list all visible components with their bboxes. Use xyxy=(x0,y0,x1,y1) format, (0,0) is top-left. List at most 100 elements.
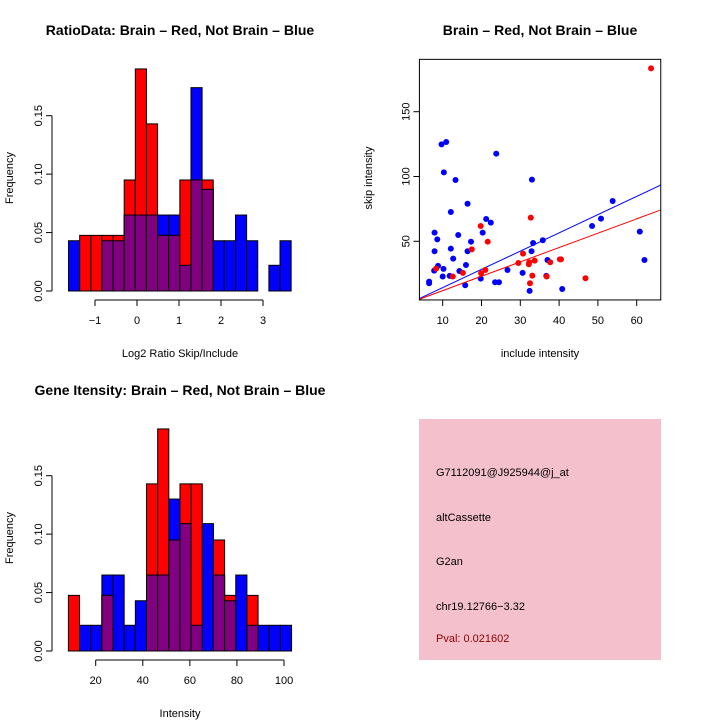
ratio-bar-overlap xyxy=(157,234,170,292)
intensity-bar-not-brain xyxy=(79,624,92,652)
info-panel-background xyxy=(419,419,661,660)
scatter-point-not-brain xyxy=(495,279,502,286)
intensity-bar-not-brain xyxy=(279,624,293,652)
ratio-y-tick-label: 0.00 xyxy=(33,280,45,301)
scatter-point-brain xyxy=(547,259,554,266)
scatter-title: Brain – Red, Not Brain – Blue xyxy=(443,22,638,38)
scatter-point-not-brain xyxy=(439,273,446,280)
scatter-plot-area xyxy=(419,65,661,300)
scatter-point-not-brain xyxy=(519,269,526,276)
scatter-point-not-brain xyxy=(440,265,447,272)
location-label: chr19.12766−3.32 xyxy=(436,601,525,613)
scatter-point-brain xyxy=(527,214,534,221)
ratio-bar-not-brain xyxy=(279,240,292,292)
ratio-bar-overlap xyxy=(201,188,214,292)
scatter-point-not-brain xyxy=(589,223,596,230)
scatter-x-tick-label: 10 xyxy=(437,315,449,327)
intensity-bar-overlap xyxy=(101,594,114,652)
scatter-y-tick-label: 100 xyxy=(400,167,412,185)
scatter-point-not-brain xyxy=(636,228,643,235)
scatter-point-not-brain xyxy=(641,256,648,263)
intensity-bar-overlap xyxy=(157,574,170,652)
scatter-point-not-brain xyxy=(528,176,535,183)
intensity-bar-overlap xyxy=(190,624,203,652)
scatter-point-not-brain xyxy=(464,200,471,207)
scatter-point-brain xyxy=(478,270,485,277)
scatter-point-not-brain xyxy=(447,245,454,252)
scatter-ylabel: skip intensity xyxy=(363,146,375,209)
intensity-bar-overlap xyxy=(212,574,226,652)
ratio-bar-brain xyxy=(90,234,103,292)
scatter-point-not-brain xyxy=(440,169,447,176)
ratio-bar-overlap xyxy=(112,240,125,292)
scatter-x-tick-label: 20 xyxy=(475,315,487,327)
scatter-point-not-brain xyxy=(431,248,438,255)
ratio-x-tick-label: 3 xyxy=(260,315,266,327)
ratio-bar-overlap xyxy=(179,264,192,292)
intensity-bar-not-brain xyxy=(134,600,147,652)
event-type: altCassette xyxy=(436,512,491,524)
intensity-bar-overlap xyxy=(168,539,181,652)
scatter-point-brain xyxy=(449,273,456,280)
scatter-point-brain xyxy=(484,238,491,245)
scatter-point-not-brain xyxy=(479,229,486,236)
intensity-x-tick-label: 100 xyxy=(275,675,293,687)
ratio-histogram-ylabel: Frequency xyxy=(4,152,16,204)
ratio-bar-not-brain xyxy=(268,264,281,292)
scatter-point-not-brain xyxy=(447,209,454,216)
scatter-point-not-brain xyxy=(426,280,433,287)
scatter-point-brain xyxy=(527,280,533,287)
intensity-histogram-ylabel: Frequency xyxy=(4,512,16,564)
scatter-point-not-brain xyxy=(504,266,511,273)
scatter-point-brain xyxy=(526,259,533,266)
intensity-y-tick-label: 0.00 xyxy=(33,640,45,661)
scatter-x-tick-label: 60 xyxy=(631,315,643,327)
info-panel: G7112091@J925944@j_at altCassette G2an c… xyxy=(419,419,661,660)
scatter-point-brain xyxy=(531,257,538,264)
scatter-point-not-brain xyxy=(598,215,605,222)
scatter-point-not-brain xyxy=(526,287,533,294)
scatter-frame xyxy=(418,58,662,301)
fit-line-not-brain xyxy=(419,184,661,300)
scatter-point-not-brain xyxy=(528,248,535,255)
intensity-x-tick-label: 60 xyxy=(184,675,196,687)
ratio-y-tick-label: 0.15 xyxy=(33,105,45,126)
scatter-y-tick-label: 50 xyxy=(400,235,412,247)
scatter-point-not-brain xyxy=(434,236,441,243)
ratio-bar-not-brain xyxy=(234,214,248,292)
scatter-point-not-brain xyxy=(462,262,469,269)
fit-line-brain xyxy=(419,209,661,300)
intensity-x-tick-label: 40 xyxy=(137,675,149,687)
ratio-x-tick-label: 1 xyxy=(176,315,182,327)
scatter-x-tick-label: 50 xyxy=(592,315,604,327)
intensity-bar-overlap xyxy=(224,600,237,652)
ratio-bar-overlap xyxy=(168,234,181,292)
intensity-y-tick-label: 0.15 xyxy=(33,465,45,486)
scatter-point-brain xyxy=(459,269,466,276)
scatter-point-not-brain xyxy=(468,238,475,245)
scatter-point-brain xyxy=(468,246,475,253)
intensity-bar-not-brain xyxy=(90,624,103,652)
intensity-bar-overlap xyxy=(145,574,159,652)
ratio-y-tick-label: 0.10 xyxy=(33,163,45,184)
ratio-bar-not-brain xyxy=(68,240,81,292)
scatter-point-brain xyxy=(529,272,536,279)
scatter-point-not-brain xyxy=(450,255,457,262)
ratio-bar-not-brain xyxy=(212,240,225,292)
scatter-point-not-brain xyxy=(438,141,445,148)
scatter-point-not-brain xyxy=(431,229,438,236)
pval-label: Pval: 0.021602 xyxy=(436,633,509,645)
scatter-point-brain xyxy=(482,266,489,273)
scatter-point-brain xyxy=(582,275,589,282)
scatter-point-not-brain xyxy=(609,197,616,204)
intensity-bar-overlap xyxy=(179,523,192,652)
intensity-histogram-title: Gene Itensity: Brain – Red, Not Brain – … xyxy=(35,382,326,398)
scatter-point-not-brain xyxy=(462,282,469,289)
intensity-bar-not-brain xyxy=(201,523,214,652)
ratio-bar-overlap xyxy=(190,179,203,292)
intensity-bar-overlap xyxy=(246,624,259,652)
gene-id: G7112091@J925944@j_at xyxy=(436,467,569,479)
intensity-x-tick-label: 80 xyxy=(231,675,243,687)
ratio-x-tick-label: 2 xyxy=(218,315,224,327)
